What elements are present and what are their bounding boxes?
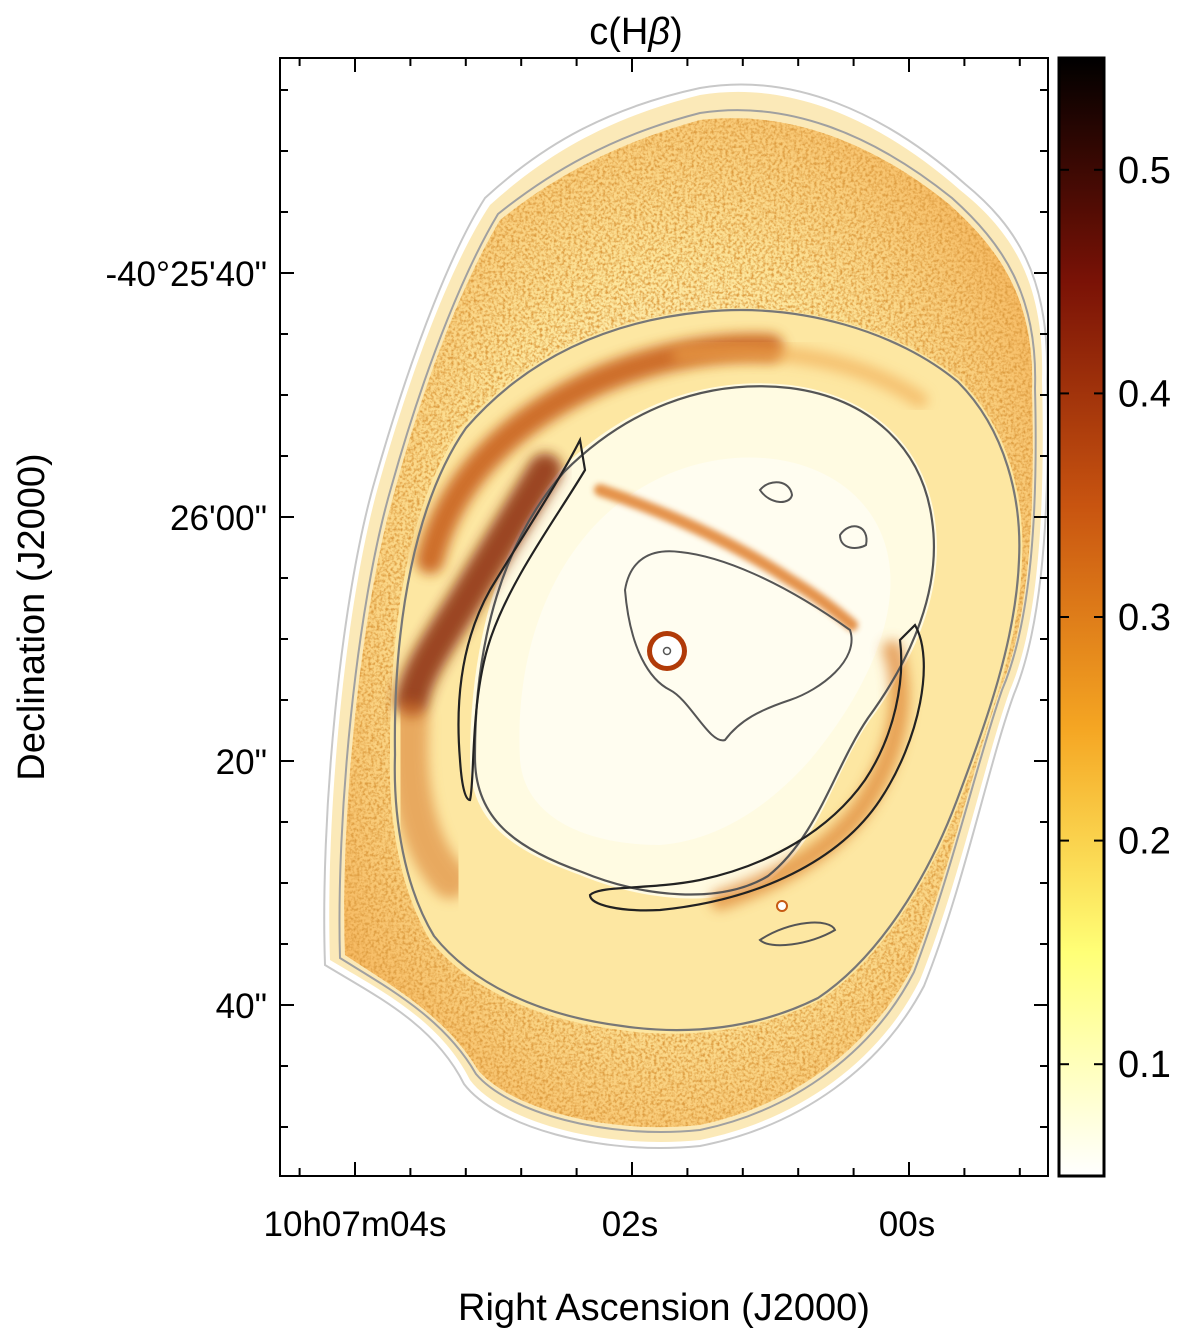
y-axis [280, 89, 1048, 1128]
chart-title: c(Hβ) [589, 11, 682, 53]
x-axis-label: Right Ascension (J2000) [458, 1287, 870, 1329]
contour-south-arc [588, 623, 925, 912]
contour-east-lane [457, 436, 587, 802]
contour-patch-2 [838, 525, 868, 549]
field-star [776, 900, 788, 912]
x-tick-label: 10h07m04s [264, 1205, 447, 1244]
colorbar-ticks: 0.1 0.2 0.3 0.4 0.5 [1059, 150, 1171, 1086]
plot-area [280, 58, 1048, 1176]
inner-core-region [519, 457, 891, 845]
cross-filament [594, 484, 858, 631]
central-star [652, 636, 682, 666]
contour-patch-3 [758, 921, 837, 947]
colorbar: 0.1 0.2 0.3 0.4 0.5 [1057, 56, 1171, 1178]
contour-inner [473, 385, 936, 896]
colorbar-tick-label: 0.3 [1118, 597, 1171, 639]
contour-outer-mid [338, 109, 1037, 1134]
colorbar-tick-label: 0.5 [1118, 150, 1171, 192]
contour-patch-1 [758, 481, 794, 503]
colorbar-tick-label: 0.1 [1118, 1044, 1171, 1086]
y-tick-label: 40" [216, 987, 267, 1026]
contour-middle [393, 308, 1021, 1032]
y-tick-label: -40°25'40" [105, 255, 267, 294]
y-axis-label: Declination (J2000) [11, 453, 53, 780]
plot-frame [279, 57, 1049, 1177]
x-tick-label: 00s [879, 1205, 935, 1244]
west-arc [710, 640, 910, 910]
upper-band [672, 344, 928, 408]
y-tick-label: 20" [216, 743, 267, 782]
colorbar-tick-label: 0.2 [1118, 821, 1171, 863]
x-axis [298, 58, 1021, 1176]
east-dust-lane [395, 453, 562, 717]
central-star-contour [662, 646, 672, 656]
contour-core [623, 550, 853, 742]
east-dust-outer [390, 701, 469, 899]
y-tick-label: 26'00" [170, 499, 267, 538]
contour-outer-light [323, 83, 1048, 1149]
colorbar-tick-label: 0.4 [1118, 373, 1171, 415]
x-tick-label: 02s [602, 1205, 658, 1244]
